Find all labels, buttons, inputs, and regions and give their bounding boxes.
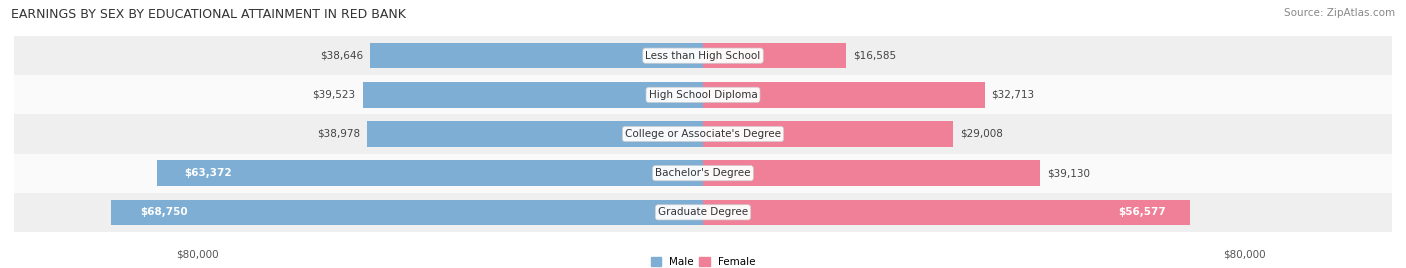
Text: $39,523: $39,523 — [312, 90, 356, 100]
Text: $68,750: $68,750 — [141, 207, 188, 217]
Text: $29,008: $29,008 — [960, 129, 1002, 139]
Text: $63,372: $63,372 — [184, 168, 232, 178]
Bar — [367, 121, 703, 147]
Bar — [703, 161, 1040, 186]
Text: $32,713: $32,713 — [991, 90, 1035, 100]
Bar — [370, 43, 703, 68]
Bar — [14, 154, 1392, 193]
Bar — [14, 193, 1392, 232]
Text: $38,978: $38,978 — [318, 129, 360, 139]
Bar — [157, 161, 703, 186]
Text: $39,130: $39,130 — [1047, 168, 1090, 178]
Text: $16,585: $16,585 — [852, 51, 896, 61]
Text: Less than High School: Less than High School — [645, 51, 761, 61]
Text: Source: ZipAtlas.com: Source: ZipAtlas.com — [1284, 8, 1395, 18]
Text: $38,646: $38,646 — [321, 51, 363, 61]
Text: $80,000: $80,000 — [176, 249, 218, 259]
Text: College or Associate's Degree: College or Associate's Degree — [626, 129, 780, 139]
Legend: Male, Female: Male, Female — [651, 257, 755, 267]
Bar — [363, 82, 703, 107]
Text: $56,577: $56,577 — [1118, 207, 1166, 217]
Text: EARNINGS BY SEX BY EDUCATIONAL ATTAINMENT IN RED BANK: EARNINGS BY SEX BY EDUCATIONAL ATTAINMEN… — [11, 8, 406, 21]
Text: Bachelor's Degree: Bachelor's Degree — [655, 168, 751, 178]
Text: $80,000: $80,000 — [1223, 249, 1265, 259]
Bar — [703, 82, 984, 107]
Bar — [14, 114, 1392, 154]
Bar — [14, 36, 1392, 75]
Bar — [111, 200, 703, 225]
Text: High School Diploma: High School Diploma — [648, 90, 758, 100]
Bar — [703, 43, 846, 68]
Bar — [703, 200, 1191, 225]
Bar — [14, 75, 1392, 114]
Bar — [703, 121, 953, 147]
Text: Graduate Degree: Graduate Degree — [658, 207, 748, 217]
